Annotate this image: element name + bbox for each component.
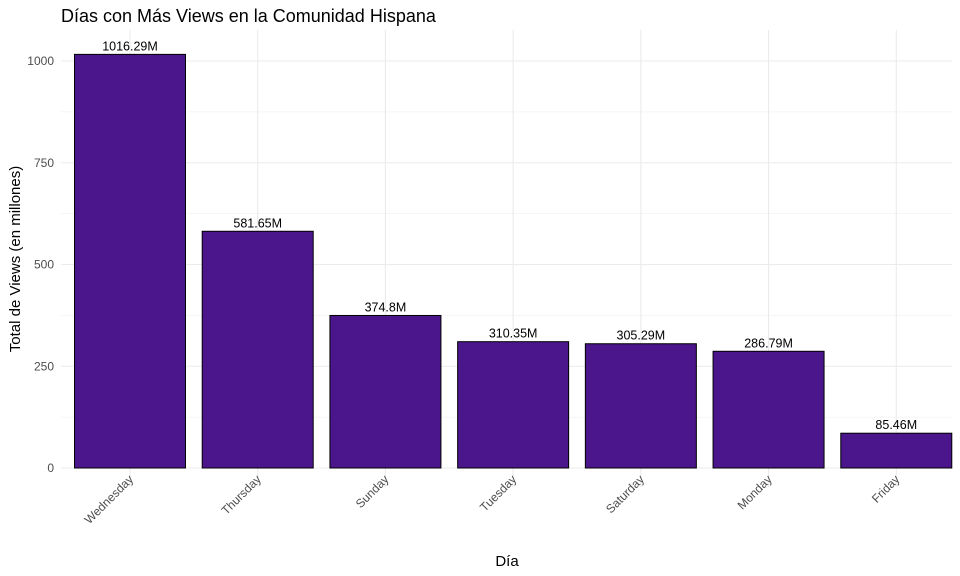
x-tick-label: Sunday bbox=[353, 472, 392, 511]
bar bbox=[840, 432, 953, 469]
bars bbox=[74, 53, 953, 469]
chart-title: Días con Más Views en la Comunidad Hispa… bbox=[61, 6, 437, 26]
y-axis-title: Total de Views (en millones) bbox=[7, 166, 24, 352]
x-tick-label: Tuesday bbox=[477, 472, 519, 514]
bar bbox=[457, 341, 570, 469]
x-tick-label: Monday bbox=[735, 472, 775, 512]
bar-value-label: 305.29M bbox=[617, 329, 666, 343]
bar bbox=[584, 343, 697, 469]
y-tick-label: 250 bbox=[34, 359, 54, 373]
x-tick-label: Thursday bbox=[219, 472, 264, 517]
bar-value-label: 581.65M bbox=[233, 216, 282, 230]
bar bbox=[74, 53, 186, 469]
bar-value-label: 374.8M bbox=[365, 300, 407, 314]
bar-value-label: 1016.29M bbox=[102, 39, 158, 53]
bar-value-labels: 1016.29M 581.65M 374.8M 310.35M 305.29M 286.7… bbox=[102, 39, 917, 432]
x-axis-ticks: Wednesday Thursday Sunday Tuesday Saturday Mo… bbox=[82, 472, 903, 527]
bar-value-label: 310.35M bbox=[489, 327, 538, 341]
y-tick-label: 750 bbox=[34, 156, 54, 170]
x-axis-title: Día bbox=[495, 553, 519, 570]
bar-value-label: 286.79M bbox=[744, 336, 793, 350]
y-axis-ticks: 0 250 500 750 1000 bbox=[27, 54, 54, 475]
x-tick-label: Wednesday bbox=[82, 472, 137, 527]
bar-value-label: 85.46M bbox=[875, 418, 917, 432]
x-tick-label: Saturday bbox=[603, 472, 647, 516]
y-tick-label: 500 bbox=[34, 258, 54, 272]
y-tick-label: 0 bbox=[47, 461, 54, 475]
bar bbox=[201, 230, 314, 469]
x-tick-label: Friday bbox=[869, 472, 902, 505]
bar bbox=[329, 314, 442, 469]
y-tick-label: 1000 bbox=[27, 54, 54, 68]
bar bbox=[712, 350, 825, 469]
